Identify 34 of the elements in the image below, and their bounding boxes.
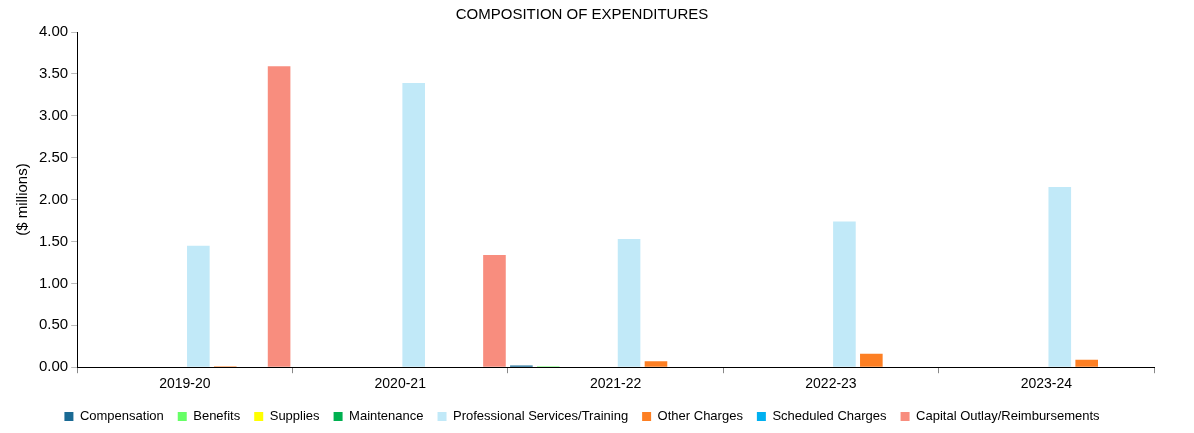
x-tick-label: 2023-24 (1020, 375, 1073, 392)
y-tick-label: 3.00 (38, 105, 69, 123)
y-tick-label: 3.50 (38, 64, 69, 82)
bar (267, 66, 291, 367)
x-tick-label: 2021-22 (589, 375, 642, 392)
legend-label: Capital Outlay/Reimbursements (916, 408, 1101, 424)
legend-label: Other Charges (657, 408, 744, 424)
bar (833, 221, 856, 367)
legend-label: Scheduled Charges (772, 408, 888, 424)
legend-label: Supplies (269, 408, 321, 424)
x-tick-label: 2020-21 (374, 375, 427, 392)
bar (187, 245, 210, 367)
y-tick-label: 1.00 (38, 273, 69, 291)
y-tick-label: 4.00 (38, 22, 69, 40)
bar (483, 254, 506, 367)
y-tick-label: 0.50 (38, 315, 69, 333)
y-tick-label: 1.50 (38, 231, 69, 249)
bar (644, 361, 668, 367)
legend-label: Maintenance (349, 408, 424, 424)
y-tick-label: 2.00 (38, 189, 69, 207)
legend-label: Professional Services/Training (453, 408, 629, 424)
bar (402, 83, 425, 367)
bar (617, 238, 641, 367)
chart-title: COMPOSITION OF EXPENDITURES (455, 5, 709, 23)
legend-label: Benefits (193, 408, 241, 424)
y-tick-label: 2.50 (38, 147, 69, 165)
bar (1048, 187, 1072, 367)
x-tick-label: 2022-23 (805, 375, 857, 392)
y-tick-label: 0.00 (38, 357, 69, 375)
legend-label: Compensation (79, 408, 164, 424)
bar (860, 353, 883, 367)
y-axis-title: ($ millions) (13, 163, 31, 236)
bar (1075, 359, 1099, 367)
x-tick-label: 2019-20 (159, 375, 211, 392)
